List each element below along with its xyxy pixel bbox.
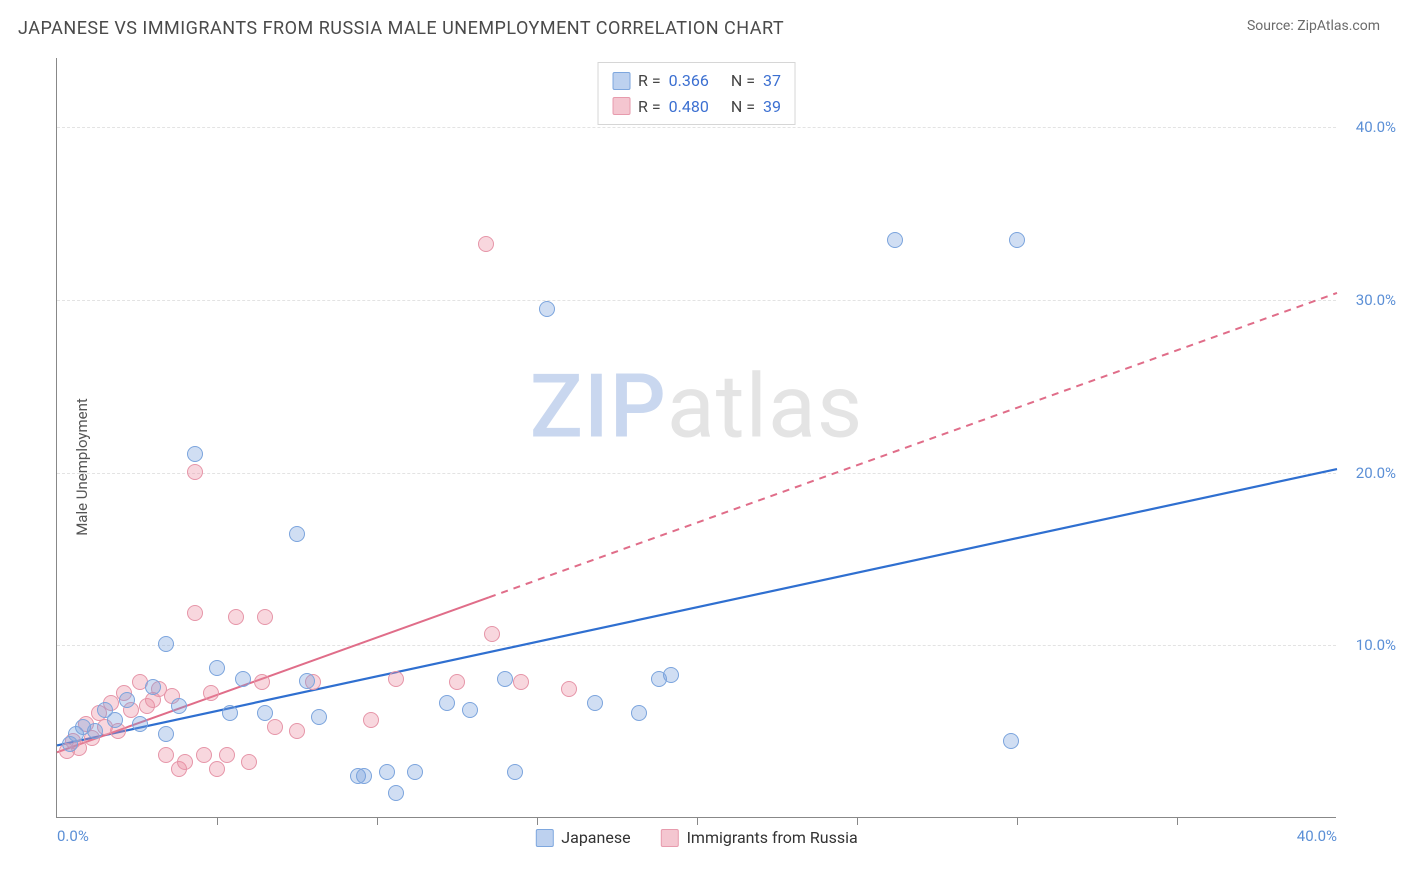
data-point (209, 660, 225, 676)
data-point (209, 761, 225, 777)
data-point (311, 709, 327, 725)
chart-container: Male Unemployment ZIPatlas R =0.366N =37… (18, 48, 1388, 886)
x-tick (697, 817, 698, 825)
data-point (87, 723, 103, 739)
data-point (219, 747, 235, 763)
data-point (513, 674, 529, 690)
legend-swatch (535, 829, 553, 847)
trend-line-dashed (489, 293, 1337, 597)
data-point (539, 301, 555, 317)
trend-line (57, 469, 1337, 745)
data-point (484, 626, 500, 642)
data-point (158, 726, 174, 742)
x-tick (1017, 817, 1018, 825)
data-point (158, 636, 174, 652)
data-point (388, 785, 404, 801)
data-point (222, 705, 238, 721)
chart-title: JAPANESE VS IMMIGRANTS FROM RUSSIA MALE … (18, 18, 784, 39)
data-point (507, 764, 523, 780)
data-point (177, 754, 193, 770)
data-point (107, 712, 123, 728)
data-point (478, 236, 494, 252)
x-tick (537, 817, 538, 825)
data-point (289, 526, 305, 542)
x-tick (1177, 817, 1178, 825)
x-tick (857, 817, 858, 825)
data-point (663, 667, 679, 683)
data-point (1009, 232, 1025, 248)
x-tick (217, 817, 218, 825)
data-point (497, 671, 513, 687)
plot-area: ZIPatlas R =0.366N =37R =0.480N =39 Japa… (56, 58, 1336, 818)
data-point (254, 674, 270, 690)
legend-label: Japanese (561, 828, 630, 847)
data-point (299, 673, 315, 689)
data-point (241, 754, 257, 770)
data-point (267, 719, 283, 735)
data-point (203, 685, 219, 701)
trend-overlay (57, 58, 1337, 818)
series-legend: Japanese Immigrants from Russia (535, 828, 857, 847)
data-point (587, 695, 603, 711)
source-attribution: Source: ZipAtlas.com (1247, 18, 1380, 34)
data-point (196, 747, 212, 763)
data-point (158, 747, 174, 763)
data-point (145, 679, 161, 695)
data-point (388, 671, 404, 687)
data-point (356, 768, 372, 784)
data-point (561, 681, 577, 697)
legend-label: Immigrants from Russia (687, 828, 858, 847)
data-point (171, 698, 187, 714)
x-tick-label: 0.0% (57, 827, 89, 845)
legend-item: Japanese (535, 828, 630, 847)
data-point (439, 695, 455, 711)
legend-swatch (661, 829, 679, 847)
legend-item: Immigrants from Russia (661, 828, 858, 847)
x-tick (377, 817, 378, 825)
y-tick-label: 30.0% (1356, 291, 1396, 309)
data-point (228, 609, 244, 625)
data-point (132, 716, 148, 732)
data-point (187, 446, 203, 462)
data-point (257, 705, 273, 721)
data-point (363, 712, 379, 728)
data-point (1003, 733, 1019, 749)
x-tick-label: 40.0% (1297, 827, 1337, 845)
data-point (887, 232, 903, 248)
data-point (257, 609, 273, 625)
data-point (235, 671, 251, 687)
data-point (407, 764, 423, 780)
data-point (379, 764, 395, 780)
data-point (187, 605, 203, 621)
data-point (289, 723, 305, 739)
data-point (449, 674, 465, 690)
y-tick-label: 10.0% (1356, 636, 1396, 654)
data-point (631, 705, 647, 721)
y-tick-label: 40.0% (1356, 118, 1396, 136)
y-tick-label: 20.0% (1356, 464, 1396, 482)
data-point (119, 692, 135, 708)
data-point (187, 464, 203, 480)
data-point (462, 702, 478, 718)
